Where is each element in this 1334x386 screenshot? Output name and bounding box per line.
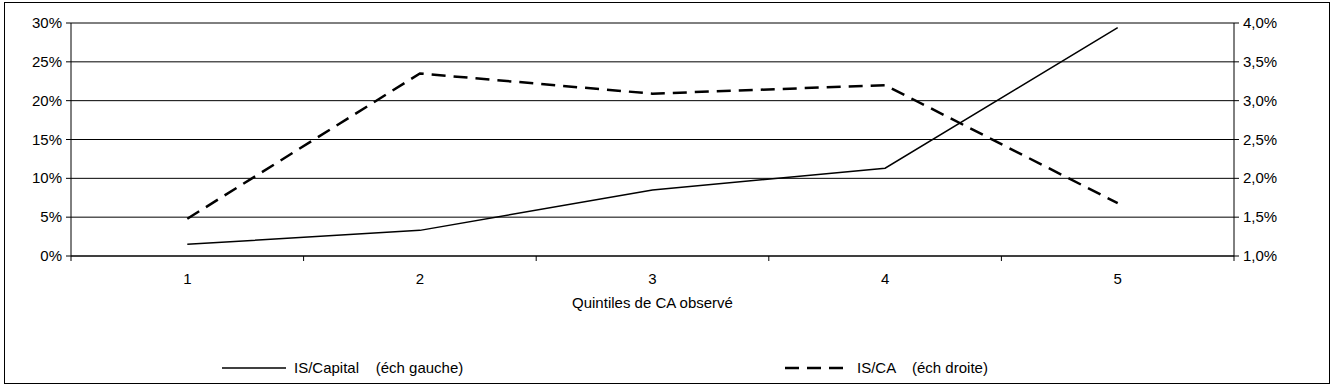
legend-label: IS/CA (éch droite) [857, 359, 988, 376]
grid-line [71, 100, 1234, 101]
x-tick [1234, 256, 1235, 261]
tick [1234, 256, 1239, 257]
chart: 0% 5% 10% 15% 20% 25% 30% 1,0% 1,5% 2,0% 2,5% 3,0% 3… [0, 0, 1334, 386]
plot-area [187, 28, 1117, 245]
legend-swatch [222, 367, 286, 369]
y2-axis [1234, 23, 1235, 256]
y2-tick-label: 3,5% [1243, 53, 1277, 70]
tick [66, 61, 71, 62]
legend-label: IS/Capital (éch gauche) [294, 359, 463, 376]
y-tick-label: 5% [40, 208, 62, 225]
x-tick [71, 256, 72, 261]
y2-tick-label: 4,0% [1243, 14, 1277, 31]
y2-tick-label: 2,5% [1243, 131, 1277, 148]
y-tick-label: 0% [40, 247, 62, 264]
y-tick-label: 20% [32, 92, 62, 109]
grid-line [71, 256, 1234, 257]
x-tick [768, 256, 769, 261]
x-tick-label: 3 [648, 270, 656, 287]
frame [5, 3, 1330, 384]
series-line [187, 73, 1117, 218]
y-tick-label: 10% [32, 169, 62, 186]
x-tick-label: 1 [183, 270, 191, 287]
series-line [187, 28, 1117, 245]
legend-swatch [785, 367, 849, 370]
y2-tick-label: 2,0% [1243, 169, 1277, 186]
tick [1234, 217, 1239, 218]
grid-line [71, 23, 1234, 24]
tick [1234, 23, 1239, 24]
tick [66, 23, 71, 24]
tick [1234, 178, 1239, 179]
x-tick [536, 256, 537, 261]
y2-tick-label: 3,0% [1243, 92, 1277, 109]
x-tick [303, 256, 304, 261]
y2-tick-label: 1,0% [1243, 247, 1277, 264]
tick [66, 256, 71, 257]
y-tick-label: 25% [32, 53, 62, 70]
x-axis [71, 256, 1234, 257]
tick [1234, 139, 1239, 140]
y2-tick-label: 1,5% [1243, 208, 1277, 225]
y-tick-label: 15% [32, 131, 62, 148]
tick [66, 139, 71, 140]
tick [1234, 61, 1239, 62]
x-axis-label: Quintiles de CA observé [572, 294, 733, 311]
x-tick-label: 5 [1114, 270, 1122, 287]
grid-line [71, 178, 1234, 179]
tick [1234, 100, 1239, 101]
grid-line [71, 217, 1234, 218]
x-tick-label: 2 [416, 270, 424, 287]
tick [66, 178, 71, 179]
grid-line [71, 139, 1234, 140]
y-tick-label: 30% [32, 14, 62, 31]
y-axis [71, 23, 72, 256]
tick [66, 217, 71, 218]
x-tick [1001, 256, 1002, 261]
x-tick-label: 4 [881, 270, 889, 287]
tick [66, 100, 71, 101]
